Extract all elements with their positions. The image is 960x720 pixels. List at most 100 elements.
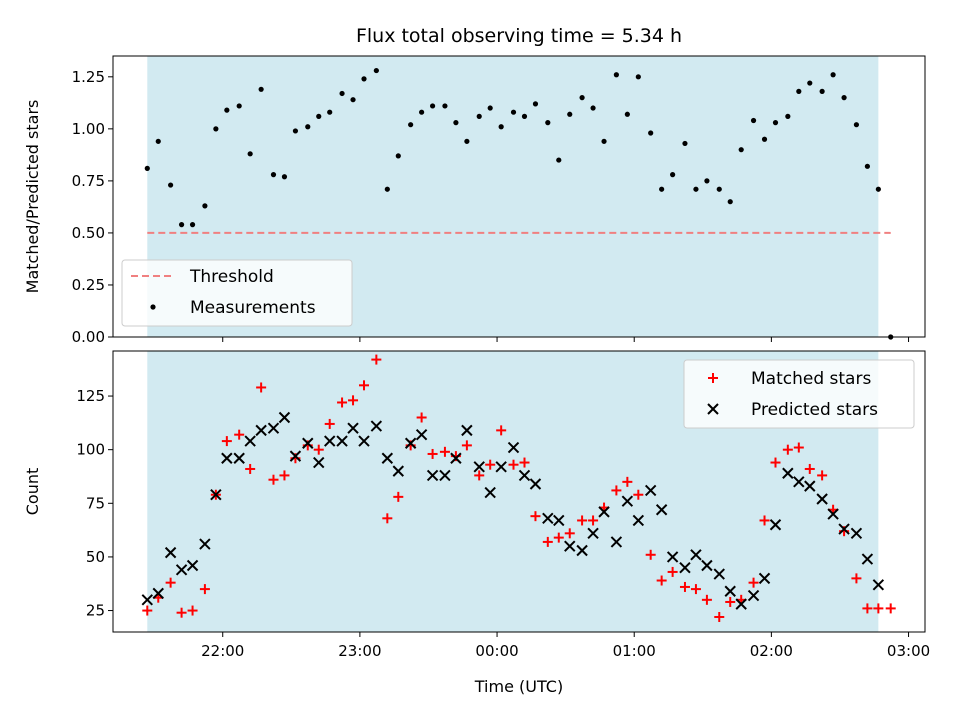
data-point [564,540,576,552]
data-point [279,470,290,481]
data-point [476,113,482,119]
data-point [564,528,575,539]
legend-predicted-swatch [707,403,719,415]
data-point [176,607,187,618]
data-point [395,153,401,159]
data-point [656,575,667,586]
data-point [381,452,394,464]
data-point [613,72,619,78]
data-point [725,596,736,607]
data-point [487,105,493,111]
data-point [645,549,656,560]
data-point [632,514,645,527]
data-point [324,435,336,447]
data-point [255,424,267,437]
data-point [735,598,747,610]
data-point [853,122,860,128]
legend-marker [708,373,718,383]
data-point [416,412,427,423]
data-point [236,103,242,109]
data-point [168,182,174,188]
y-tick-label: 1.00 [72,120,105,138]
data-point [759,515,770,526]
count-panel-frame [112,350,926,633]
data-point [693,186,699,192]
data-point [761,136,768,142]
data-point [590,105,596,111]
data-point [579,95,585,101]
data-point [635,74,641,80]
data-point [508,459,519,470]
data-point [838,523,850,535]
data-point [885,603,896,614]
chart-title: Flux total observing time = 5.34 h [356,25,682,47]
y-tick-label: 0.50 [72,224,105,242]
data-point [588,515,599,526]
data-point [807,80,813,86]
data-point [178,222,185,228]
data-point [817,470,828,481]
data-point [542,512,554,525]
x-axis-label: Time (UTC) [474,677,563,696]
data-point [864,163,870,169]
ratio-legend: Threshold Measurements [121,259,353,327]
data-point [175,564,188,576]
data-point [144,165,150,171]
ratio-x-ticks [222,337,910,342]
data-point [530,511,541,522]
count-y-axis-label: Count [23,468,42,516]
data-point [404,437,417,449]
data-point [415,428,428,441]
data-point [873,603,884,614]
data-point [670,172,676,178]
data-point [361,76,367,82]
data-point [244,435,256,447]
data-point [804,463,815,474]
data-point [655,504,668,516]
data-point [485,459,496,470]
legend-marker [707,403,719,415]
data-point [336,435,348,447]
data-point [337,397,348,408]
data-point [747,589,760,602]
data-point [461,440,472,451]
data-point [267,422,280,434]
data-point [690,549,702,561]
data-point [576,544,588,557]
data-point [770,457,781,468]
y-tick-label: 100 [76,441,105,459]
ratio-panel-frame [112,55,926,338]
data-point [519,457,530,468]
data-point [152,587,164,600]
data-point [258,86,264,92]
data-point [373,67,379,74]
data-point [142,605,153,616]
data-point [830,72,836,78]
data-point [782,444,793,455]
data-point [234,429,245,440]
data-point [186,559,199,572]
data-point [850,527,863,540]
data-point [819,88,825,94]
data-point [221,436,232,447]
count-x-ticks: 22:00 23:00 00:00 01:00 02:00 03:00 [201,632,930,660]
data-point [221,452,233,464]
data-point [164,546,177,559]
data-point [510,109,517,115]
x-tick-label: 23:00 [338,642,381,660]
data-point [545,120,551,126]
data-point [701,594,712,605]
count-legend: Matched stars Predicted stars [683,359,915,429]
ratio-y-ticks: 0.00 0.25 0.50 0.75 1.00 1.25 [72,68,113,346]
data-point [316,113,322,119]
data-point [521,113,528,119]
data-point [439,469,451,482]
y-tick-label: 50 [86,548,105,566]
data-point [187,605,198,616]
data-point [624,111,630,117]
data-point [553,514,565,527]
data-point [862,603,873,614]
data-point [393,491,404,502]
data-point [270,172,277,178]
data-point [442,103,448,109]
